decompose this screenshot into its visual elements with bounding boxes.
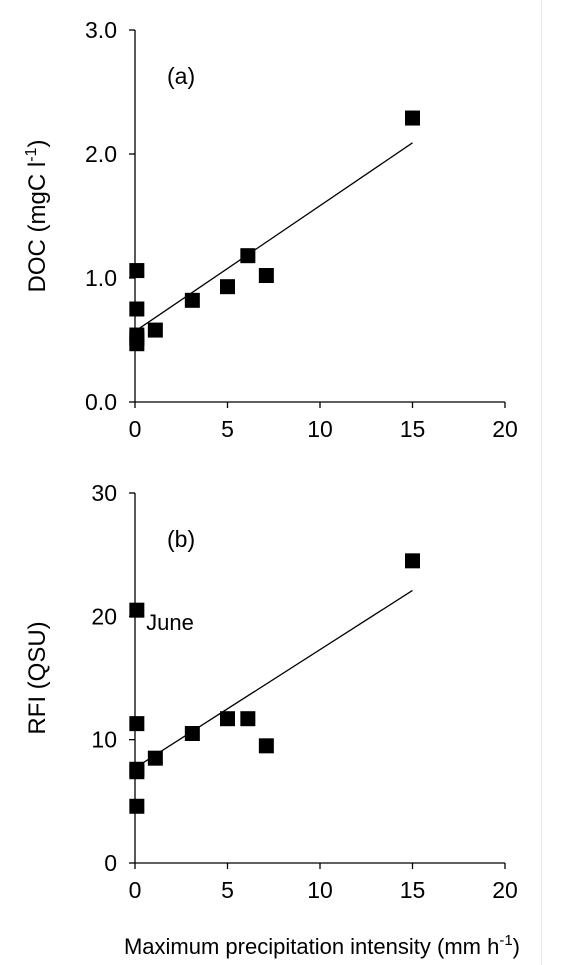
data-point — [147, 750, 163, 766]
x-axis-label-superscript: -1 — [499, 932, 512, 949]
x-tick-label: 15 — [400, 877, 426, 903]
trendline — [136, 142, 413, 331]
x-tick-label: 10 — [307, 416, 333, 442]
x-axis-label-main: Maximum precipitation intensity (mm h — [124, 934, 499, 959]
data-point — [258, 268, 274, 284]
y-axis-label-main: DOC (mgC l — [24, 162, 51, 293]
data-point — [147, 322, 163, 338]
x-tick-label: 20 — [492, 877, 518, 903]
data-point — [129, 716, 145, 732]
y-tick-label: 0.0 — [85, 389, 117, 415]
y-tick-label: 10 — [91, 727, 117, 753]
annotation-label: June — [146, 610, 194, 635]
panel-b: 0 5 10 15 20 0 10 20 30 RFI (QSU) (b) June — [24, 480, 518, 903]
y-tick-label: 30 — [91, 480, 117, 506]
data-point — [405, 110, 420, 126]
y-tick-label: 3.0 — [85, 17, 117, 43]
x-tick-label: 0 — [129, 416, 142, 442]
data-point — [129, 602, 145, 618]
trendline — [136, 589, 413, 768]
data-point — [129, 798, 145, 814]
data-point — [240, 248, 256, 264]
y-tick-label: 20 — [91, 603, 117, 629]
data-point — [129, 336, 145, 352]
panel-a: 0 5 10 15 20 0.0 1.0 2.0 3.0 DOC (mgC l-1) (a) — [23, 17, 518, 442]
panel-label: (a) — [167, 63, 195, 89]
panel-label: (b) — [167, 526, 195, 552]
x-tick-label: 15 — [400, 416, 426, 442]
data-point — [129, 263, 145, 279]
x-tick-label: 0 — [129, 877, 142, 903]
x-axis-label-close: ) — [513, 934, 520, 959]
y-axis-label-main: RFI (QSU) — [24, 621, 51, 734]
data-point — [220, 279, 235, 295]
data-point — [184, 292, 200, 308]
data-point — [184, 726, 200, 741]
data-point — [129, 301, 145, 317]
x-axis-label: Maximum precipitation intensity (mm h-1) — [124, 932, 520, 959]
data-point — [240, 711, 256, 727]
x-tick-label: 5 — [221, 416, 234, 442]
data-point — [258, 738, 274, 754]
x-tick-label: 10 — [307, 877, 333, 903]
data-point — [405, 553, 420, 569]
data-point — [220, 711, 235, 727]
page-edge-divider — [541, 0, 542, 965]
y-tick-label: 0 — [104, 850, 117, 876]
y-axis-label: DOC (mgC l-1) — [23, 140, 51, 293]
x-tick-label: 5 — [221, 877, 234, 903]
y-axis-label: RFI (QSU) — [24, 621, 51, 734]
y-axis-label-superscript: -1 — [23, 147, 40, 161]
y-axis-label-close: ) — [24, 140, 51, 148]
y-tick-label: 1.0 — [85, 265, 117, 291]
y-tick-label: 2.0 — [85, 141, 117, 167]
data-point — [129, 764, 145, 780]
x-tick-label: 20 — [492, 416, 518, 442]
